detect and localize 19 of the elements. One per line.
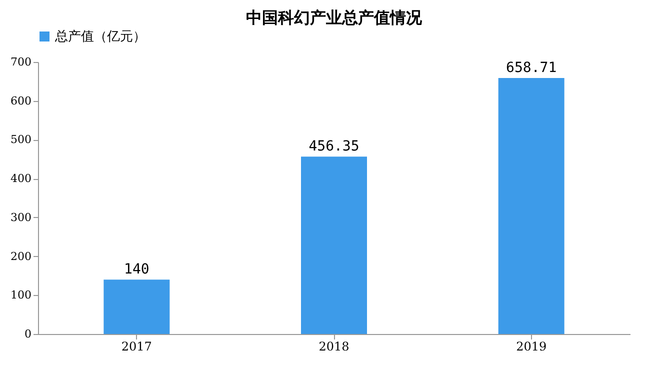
bar — [301, 156, 367, 334]
data-label: 456.35 — [308, 138, 360, 155]
y-tick-label: 100 — [10, 288, 32, 302]
x-tick-label: 2018 — [318, 340, 350, 354]
legend-label: 总产值（亿元） — [54, 30, 146, 44]
data-label: 658.71 — [506, 60, 557, 76]
y-tick-label: 200 — [10, 250, 32, 263]
bar — [104, 280, 170, 334]
y-tick-label: 400 — [10, 172, 32, 186]
bar — [498, 78, 564, 334]
y-tick-label: 500 — [10, 133, 32, 146]
y-tick-label: 600 — [10, 94, 32, 108]
y-tick-label: 0 — [24, 328, 32, 340]
x-tick-label: 2019 — [516, 340, 547, 354]
data-label: 140 — [124, 262, 150, 278]
y-tick-label: 700 — [10, 56, 32, 68]
x-tick-label: 2017 — [121, 340, 152, 354]
chart-title: 中国科幻产业总产值情况 — [246, 8, 423, 27]
y-tick-label: 300 — [10, 210, 32, 224]
